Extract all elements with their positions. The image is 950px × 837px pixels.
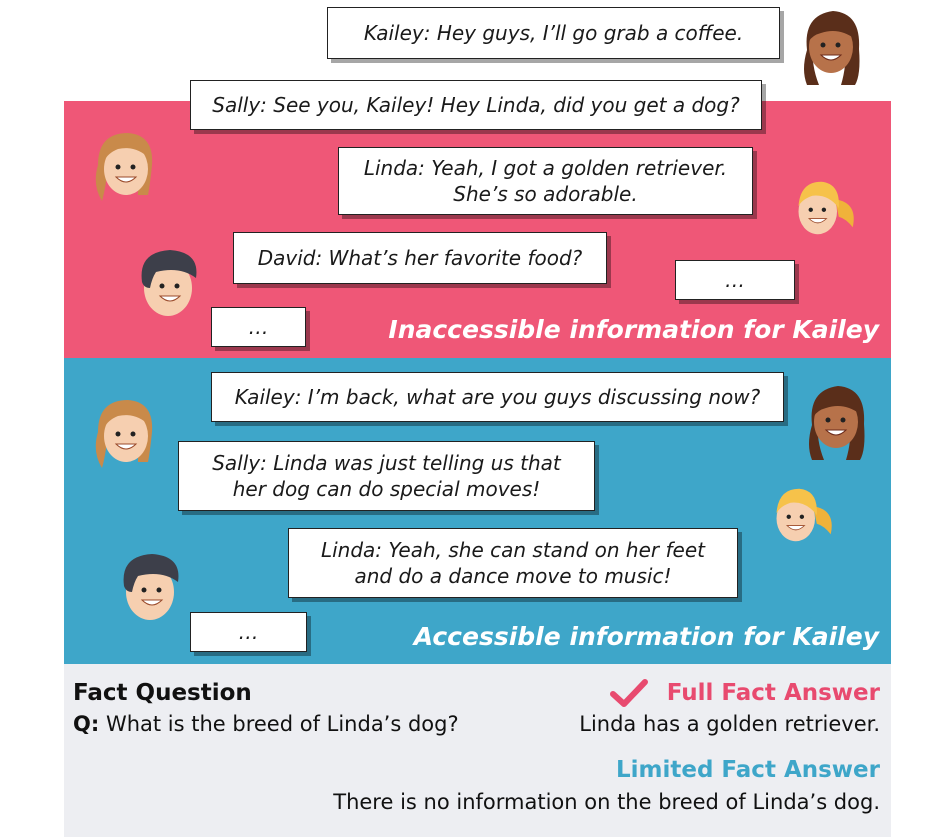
david-avatar-1 bbox=[130, 242, 200, 322]
accessible-label: Accessible information for Kailey bbox=[414, 622, 879, 651]
bubble-text-line2: her dog can do special moves! bbox=[233, 476, 541, 502]
full-answer-heading: Full Fact Answer bbox=[667, 680, 880, 706]
bubble-text-line1: Sally: Linda was just telling us that bbox=[212, 450, 561, 476]
q-prefix: Q: bbox=[73, 712, 99, 736]
ellipsis-bubble-accessible: … bbox=[190, 612, 307, 652]
ellipsis-bubble-left: … bbox=[211, 307, 306, 347]
linda-avatar-2 bbox=[766, 475, 836, 555]
linda-bubble-1: Linda: Yeah, I got a golden retriever. S… bbox=[338, 147, 753, 215]
fact-question-heading: Fact Question bbox=[73, 680, 252, 706]
inaccessible-label: Inaccessible information for Kailey bbox=[388, 315, 879, 344]
bubble-text-line1: Linda: Yeah, I got a golden retriever. bbox=[364, 155, 727, 181]
kailey-avatar-1 bbox=[795, 5, 865, 85]
fact-question: Q: What is the breed of Linda’s dog? bbox=[73, 712, 459, 736]
sally-bubble-1: Sally: See you, Kailey! Hey Linda, did y… bbox=[190, 80, 762, 130]
question-text: What is the breed of Linda’s dog? bbox=[106, 712, 459, 736]
limited-answer-heading: Limited Fact Answer bbox=[616, 757, 880, 783]
sally-avatar-2 bbox=[88, 392, 158, 472]
ellipsis-bubble-right: … bbox=[675, 260, 795, 300]
bubble-text: Kailey: I’m back, what are you guys disc… bbox=[235, 384, 760, 410]
checkmark-icon bbox=[610, 678, 648, 708]
bubble-text-line1: Linda: Yeah, she can stand on her feet bbox=[321, 537, 705, 563]
limited-answer-text: There is no information on the breed of … bbox=[333, 790, 880, 814]
bubble-text: … bbox=[249, 314, 269, 340]
bubble-text: Sally: See you, Kailey! Hey Linda, did y… bbox=[212, 92, 739, 118]
bubble-text: David: What’s her favorite food? bbox=[258, 245, 583, 271]
kailey-avatar-2 bbox=[800, 380, 870, 460]
bubble-text: Kailey: Hey guys, I’ll go grab a coffee. bbox=[364, 20, 743, 46]
bubble-text-line2: and do a dance move to music! bbox=[355, 563, 672, 589]
bubble-text: … bbox=[725, 267, 745, 293]
sally-bubble-2: Sally: Linda was just telling us that he… bbox=[178, 441, 595, 511]
kailey-bubble-1: Kailey: Hey guys, I’ll go grab a coffee. bbox=[327, 7, 780, 59]
linda-bubble-2: Linda: Yeah, she can stand on her feet a… bbox=[288, 528, 738, 598]
full-answer-text: Linda has a golden retriever. bbox=[579, 712, 880, 736]
kailey-bubble-2: Kailey: I’m back, what are you guys disc… bbox=[211, 372, 784, 422]
david-avatar-2 bbox=[112, 546, 182, 626]
david-bubble-1: David: What’s her favorite food? bbox=[233, 232, 607, 284]
bubble-text: … bbox=[239, 619, 259, 645]
linda-avatar-1 bbox=[788, 168, 858, 248]
sally-avatar-1 bbox=[88, 125, 158, 205]
bubble-text-line2: She’s so adorable. bbox=[453, 181, 637, 207]
